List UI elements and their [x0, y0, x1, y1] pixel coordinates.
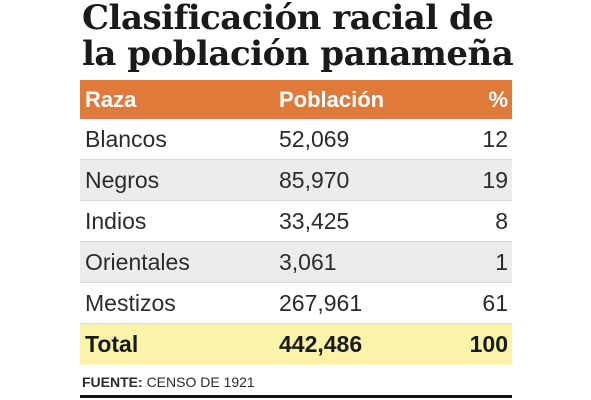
source-label: FUENTE: — [82, 374, 143, 390]
total-row: Total 442,486 100 — [80, 324, 512, 365]
table-row: Orientales 3,061 1 — [80, 242, 512, 283]
cell-raza: Blancos — [85, 126, 167, 152]
source-note: FUENTE: CENSO DE 1921 — [82, 374, 255, 390]
total-percent: 100 — [469, 331, 508, 357]
cell-poblacion: 267,961 — [279, 290, 363, 316]
cell-raza: Mestizos — [85, 290, 176, 316]
table-row: Blancos 52,069 12 — [80, 119, 512, 160]
table-row: Negros 85,970 19 — [80, 160, 512, 201]
chart-title: Clasificación racial de la población pan… — [82, 0, 514, 74]
cell-raza: Negros — [85, 167, 160, 193]
header-percent: % — [488, 87, 508, 112]
cell-percent: 12 — [482, 126, 508, 152]
data-table: Raza Población % Blancos 52,069 12 Negro… — [80, 80, 512, 365]
table-row: Mestizos 267,961 61 — [80, 283, 512, 324]
cell-raza: Orientales — [85, 249, 190, 275]
total-poblacion: 442,486 — [279, 331, 363, 357]
header-poblacion: Población — [279, 87, 385, 112]
cell-percent: 61 — [482, 290, 508, 316]
cell-poblacion: 33,425 — [279, 208, 350, 234]
bottom-rule — [80, 395, 512, 398]
table-row: Indios 33,425 8 — [80, 201, 512, 242]
cell-poblacion: 52,069 — [279, 126, 350, 152]
cell-poblacion: 85,970 — [279, 167, 350, 193]
source-text: CENSO DE 1921 — [146, 374, 255, 390]
cell-percent: 8 — [495, 208, 508, 234]
cell-percent: 1 — [495, 249, 508, 275]
total-label: Total — [85, 331, 139, 357]
cell-poblacion: 3,061 — [279, 249, 337, 275]
cell-raza: Indios — [85, 208, 147, 234]
table-header: Raza Población % — [80, 80, 512, 119]
header-raza: Raza — [85, 87, 137, 112]
cell-percent: 19 — [482, 167, 508, 193]
